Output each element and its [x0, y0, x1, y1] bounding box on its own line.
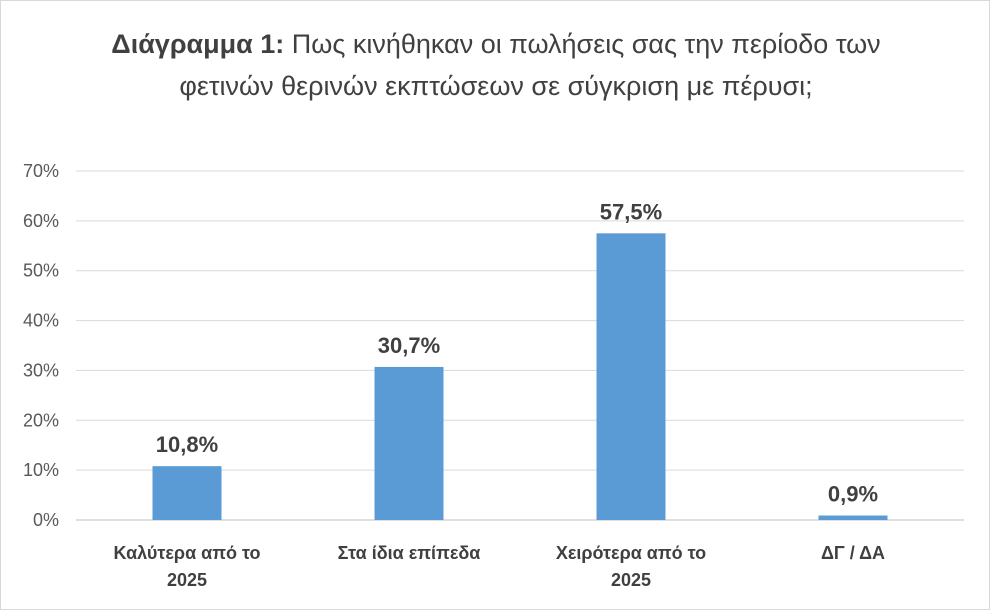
bar — [818, 515, 888, 520]
chart-title-text: Πως κινήθηκαν οι πωλήσεις σας την περίοδ… — [179, 29, 881, 101]
chart-title: Διάγραμμα 1: Πως κινήθηκαν οι πωλήσεις σ… — [96, 23, 896, 107]
bar — [596, 233, 666, 521]
bar — [152, 466, 222, 520]
data-label: 0,9% — [828, 482, 878, 507]
y-tick-label: 60% — [23, 211, 59, 231]
data-label: 10,8% — [156, 432, 218, 457]
category-label: ΔΓ / ΔΑ — [821, 543, 885, 563]
y-tick-label: 40% — [23, 311, 59, 331]
category-label: Καλύτερα από το 2025 — [113, 543, 260, 590]
y-tick-label: 30% — [23, 360, 59, 380]
data-label: 30,7% — [378, 333, 440, 358]
category-label: Χειρότερα από το 2025 — [556, 543, 706, 590]
data-label: 57,5% — [600, 199, 662, 224]
y-tick-label: 70% — [23, 161, 59, 181]
y-tick-label: 0% — [33, 510, 59, 530]
y-tick-label: 10% — [23, 460, 59, 480]
category-label: Στα ίδια επίπεδα — [338, 543, 481, 563]
y-tick-label: 20% — [23, 410, 59, 430]
bar — [374, 366, 444, 520]
y-tick-label: 50% — [23, 261, 59, 281]
chart-title-prefix: Διάγραμμα 1: — [111, 29, 285, 59]
